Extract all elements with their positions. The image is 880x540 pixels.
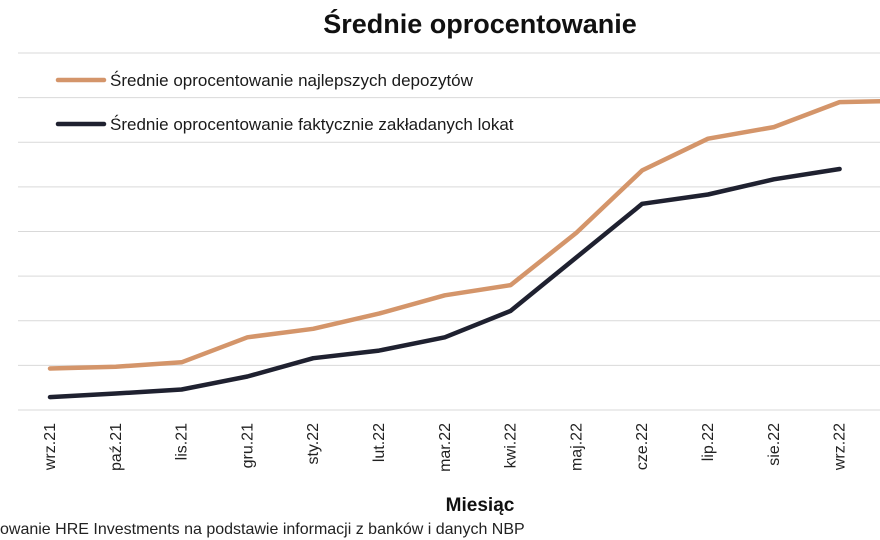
x-tick-label: maj.22 xyxy=(568,423,585,471)
x-tick-label: wrz.22 xyxy=(832,423,849,471)
x-axis-label: Miesiąc xyxy=(446,495,515,516)
series-line-actual-deposits xyxy=(47,166,842,400)
x-tick-label: paź.21 xyxy=(108,423,125,471)
x-tick-label: mar.22 xyxy=(437,423,454,472)
legend-label-actual-deposits: Średnie oprocentowanie faktycznie zakład… xyxy=(110,115,514,134)
legend: Średnie oprocentowanie najlepszych depoz… xyxy=(55,71,514,134)
x-tick-label: lis.21 xyxy=(174,423,191,460)
chart-title: Średnie oprocentowanie xyxy=(323,8,637,39)
x-axis-tick-labels: wrz.21 paź.21 lis.21 gru.21 sty.22 lut.22 mar.… xyxy=(42,423,849,472)
series-line-best-deposits xyxy=(47,98,880,371)
x-tick-label: wrz.21 xyxy=(42,423,59,471)
gridlines xyxy=(18,52,880,411)
source-note: owanie HRE Investments na podstawie info… xyxy=(0,521,525,538)
x-tick-label: gru.21 xyxy=(239,423,256,468)
x-tick-label: lut.22 xyxy=(371,423,388,462)
series-lines xyxy=(47,98,880,400)
x-tick-label: cze.22 xyxy=(634,423,651,470)
x-tick-label: sty.22 xyxy=(305,423,322,465)
x-tick-label: kwi.22 xyxy=(503,423,520,468)
x-tick-label: sie.22 xyxy=(766,423,783,466)
legend-label-deposits: Średnie oprocentowanie najlepszych depoz… xyxy=(110,71,474,90)
x-tick-label: lip.22 xyxy=(700,423,717,461)
